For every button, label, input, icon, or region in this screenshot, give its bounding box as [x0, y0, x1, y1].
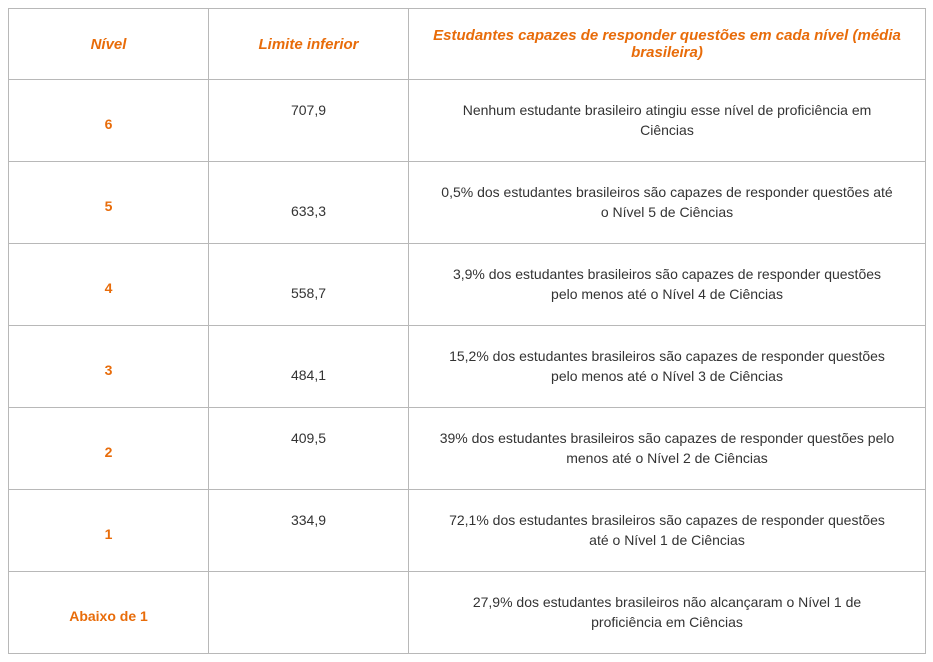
- table-row: 2 409,5 39% dos estudantes brasileiros s…: [9, 408, 926, 490]
- cell-limite: 334,9: [209, 490, 409, 572]
- cell-limite: 558,7: [209, 244, 409, 326]
- proficiency-table: Nível Limite inferior Estudantes capazes…: [8, 8, 926, 654]
- cell-desc: 39% dos estudantes brasileiros são capaz…: [409, 408, 926, 490]
- cell-desc: 72,1% dos estudantes brasileiros são cap…: [409, 490, 926, 572]
- cell-desc: 3,9% dos estudantes brasileiros são capa…: [409, 244, 926, 326]
- table-row: 1 334,9 72,1% dos estudantes brasileiros…: [9, 490, 926, 572]
- cell-nivel: 2: [9, 408, 209, 490]
- header-nivel: Nível: [9, 9, 209, 80]
- cell-desc: 15,2% dos estudantes brasileiros são cap…: [409, 326, 926, 408]
- cell-nivel: 5: [9, 162, 209, 244]
- cell-nivel: 1: [9, 490, 209, 572]
- table-row: 5 633,3 0,5% dos estudantes brasileiros …: [9, 162, 926, 244]
- table-row: 4 558,7 3,9% dos estudantes brasileiros …: [9, 244, 926, 326]
- table-header-row: Nível Limite inferior Estudantes capazes…: [9, 9, 926, 80]
- header-limite: Limite inferior: [209, 9, 409, 80]
- cell-desc: 0,5% dos estudantes brasileiros são capa…: [409, 162, 926, 244]
- header-desc: Estudantes capazes de responder questões…: [409, 9, 926, 80]
- cell-nivel: 6: [9, 80, 209, 162]
- cell-nivel: 3: [9, 326, 209, 408]
- cell-desc: Nenhum estudante brasileiro atingiu esse…: [409, 80, 926, 162]
- table-row: 3 484,1 15,2% dos estudantes brasileiros…: [9, 326, 926, 408]
- cell-limite: 409,5: [209, 408, 409, 490]
- table-row: 6 707,9 Nenhum estudante brasileiro atin…: [9, 80, 926, 162]
- cell-nivel: 4: [9, 244, 209, 326]
- cell-limite: 633,3: [209, 162, 409, 244]
- cell-limite: 707,9: [209, 80, 409, 162]
- cell-limite: 484,1: [209, 326, 409, 408]
